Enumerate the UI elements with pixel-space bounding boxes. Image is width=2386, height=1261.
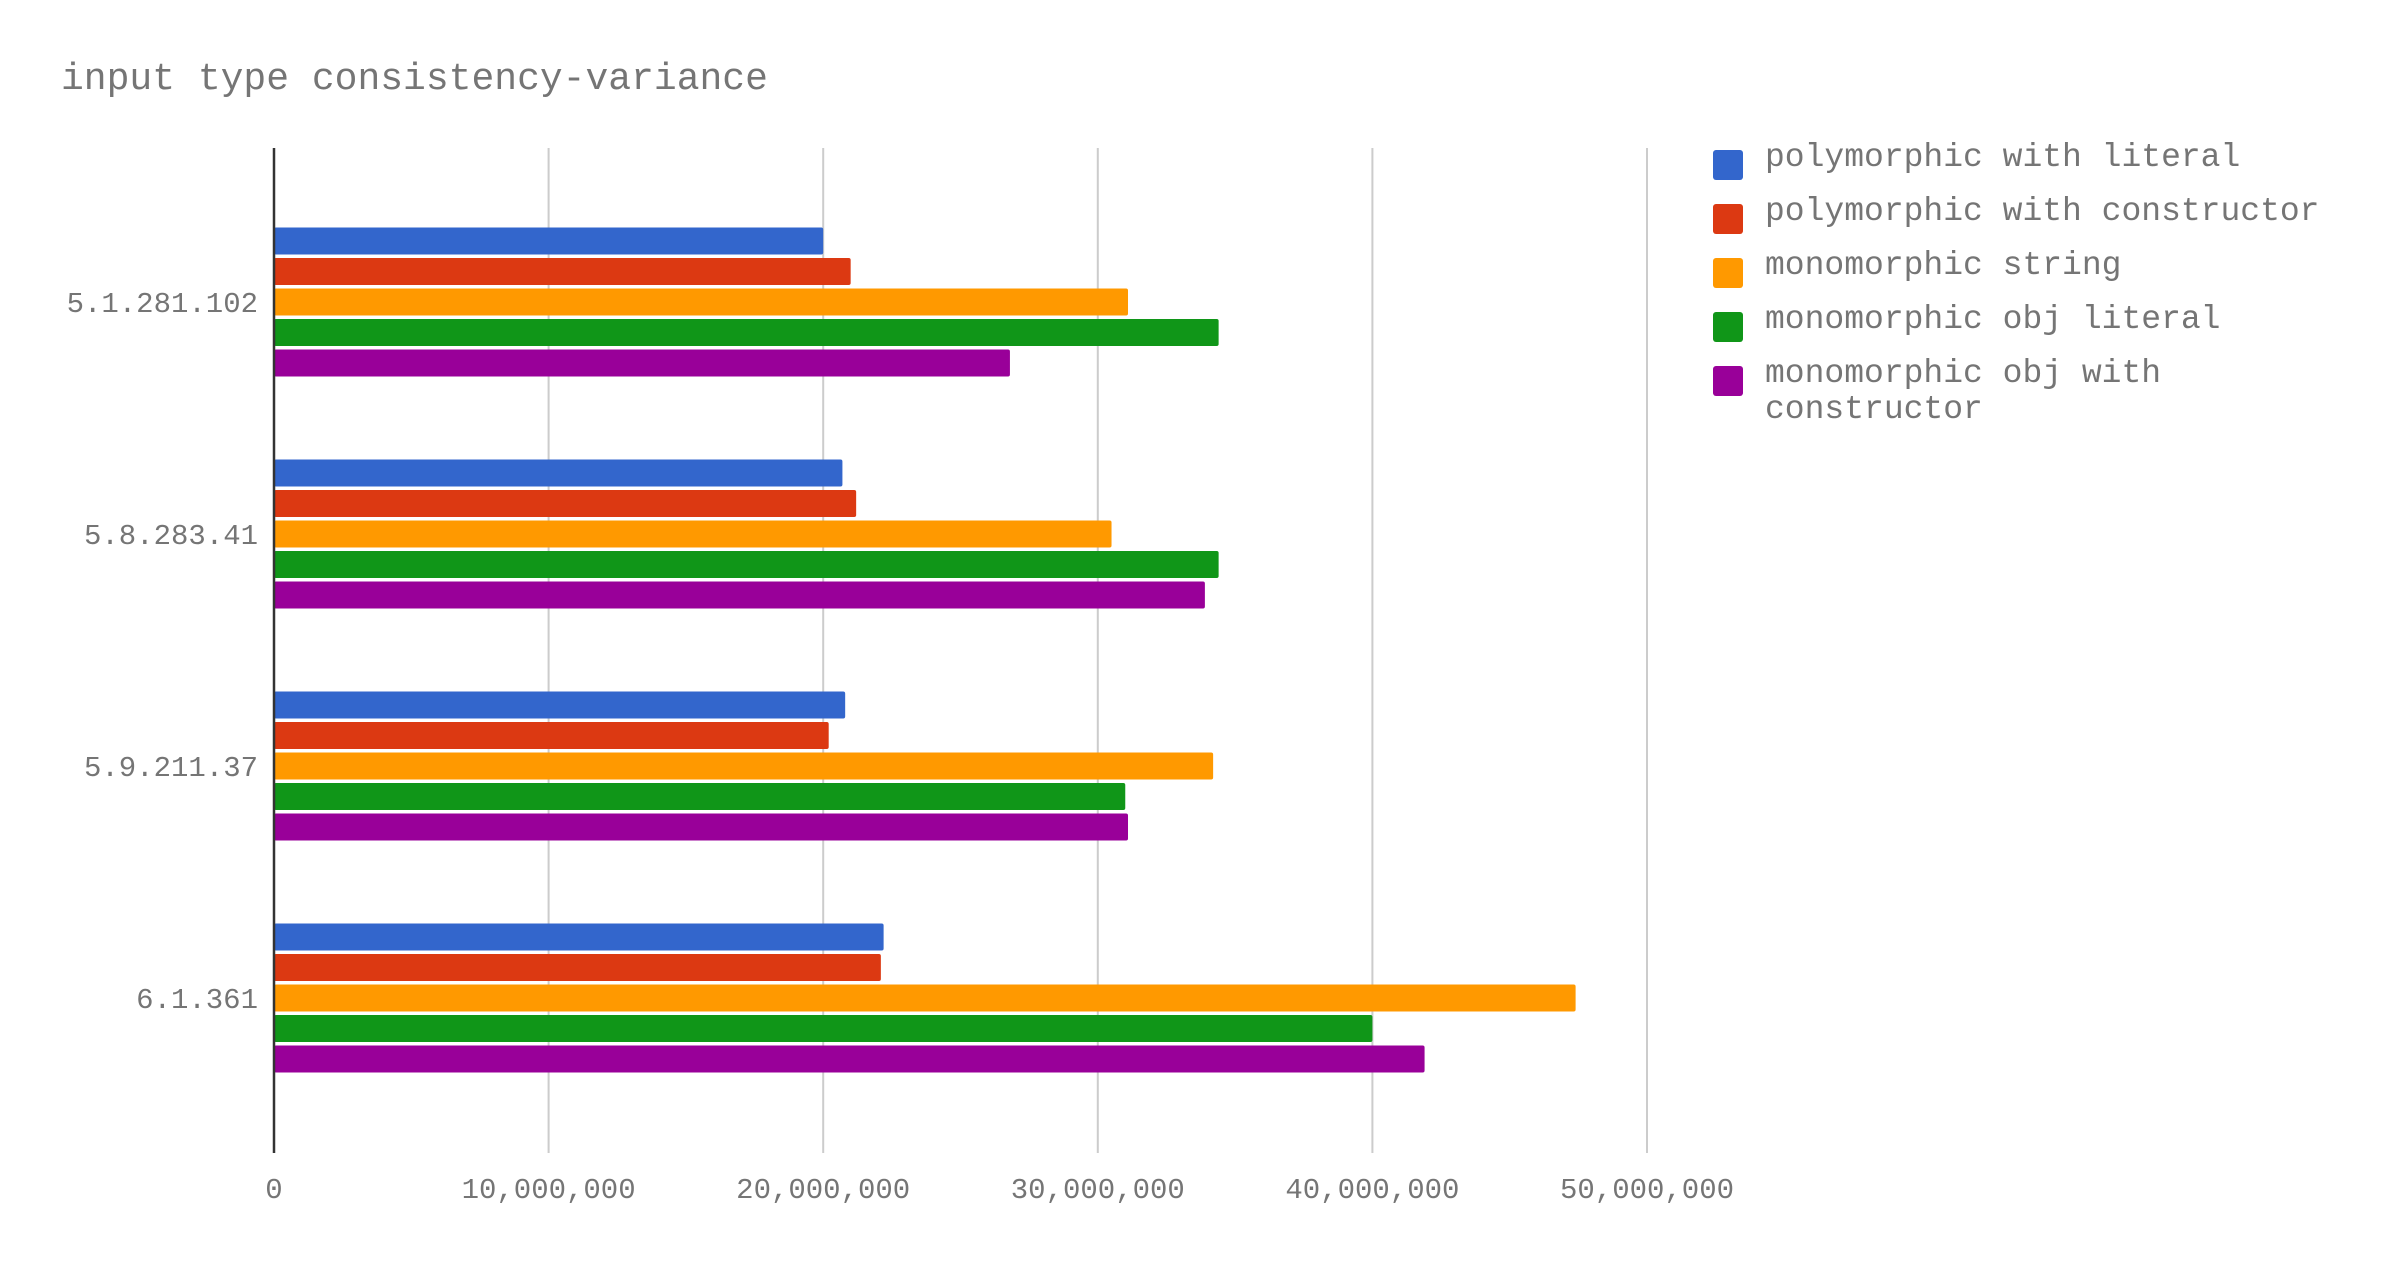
y-category-label: 5.8.283.41	[84, 520, 258, 553]
legend-label: monomorphic obj literal	[1765, 301, 2221, 338]
legend-item: monomorphic string	[1713, 247, 2353, 288]
bar	[274, 227, 824, 255]
legend-item: monomorphic obj with constructor	[1713, 356, 2353, 428]
x-tick-label: 10,000,000	[462, 1174, 636, 1207]
bar	[274, 581, 1205, 609]
legend-item: polymorphic with constructor	[1713, 193, 2353, 234]
legend-label: monomorphic string	[1765, 247, 2122, 284]
bar	[274, 752, 1214, 780]
bar	[274, 490, 857, 517]
bar	[274, 1045, 1425, 1073]
legend-label: monomorphic obj with constructor	[1765, 355, 2181, 428]
legend-swatch	[1713, 204, 1743, 234]
bar	[274, 691, 846, 719]
bar	[274, 984, 1576, 1012]
x-tick-label: 20,000,000	[736, 1174, 910, 1207]
x-tick-label: 0	[265, 1174, 282, 1207]
bar	[274, 288, 1129, 316]
y-category-label: 5.1.281.102	[67, 288, 258, 321]
bar	[274, 551, 1219, 578]
legend-label: polymorphic with literal	[1765, 139, 2241, 176]
bar	[274, 349, 1010, 377]
y-category-label: 6.1.361	[136, 984, 258, 1017]
bar	[274, 783, 1126, 810]
bar	[274, 923, 884, 951]
bar	[274, 1015, 1373, 1042]
legend-item: monomorphic obj literal	[1713, 301, 2353, 342]
legend-swatch	[1713, 258, 1743, 288]
legend-swatch	[1713, 312, 1743, 342]
x-tick-label: 40,000,000	[1285, 1174, 1459, 1207]
bar	[274, 813, 1129, 841]
y-category-label: 5.9.211.37	[84, 752, 258, 785]
legend-label: polymorphic with constructor	[1765, 193, 2320, 230]
bar	[274, 319, 1219, 346]
x-tick-label: 30,000,000	[1011, 1174, 1185, 1207]
legend-item: polymorphic with literal	[1713, 139, 2353, 180]
bar	[274, 258, 851, 285]
bar	[274, 459, 843, 487]
chart-title: input type consistency-variance	[61, 58, 768, 101]
legend-swatch	[1713, 366, 1743, 396]
legend-swatch	[1713, 150, 1743, 180]
legend: polymorphic with literal polymorphic with…	[1713, 140, 2353, 446]
bar	[274, 722, 829, 749]
bar	[274, 520, 1112, 548]
bar	[274, 954, 881, 981]
x-tick-label: 50,000,000	[1560, 1174, 1734, 1207]
